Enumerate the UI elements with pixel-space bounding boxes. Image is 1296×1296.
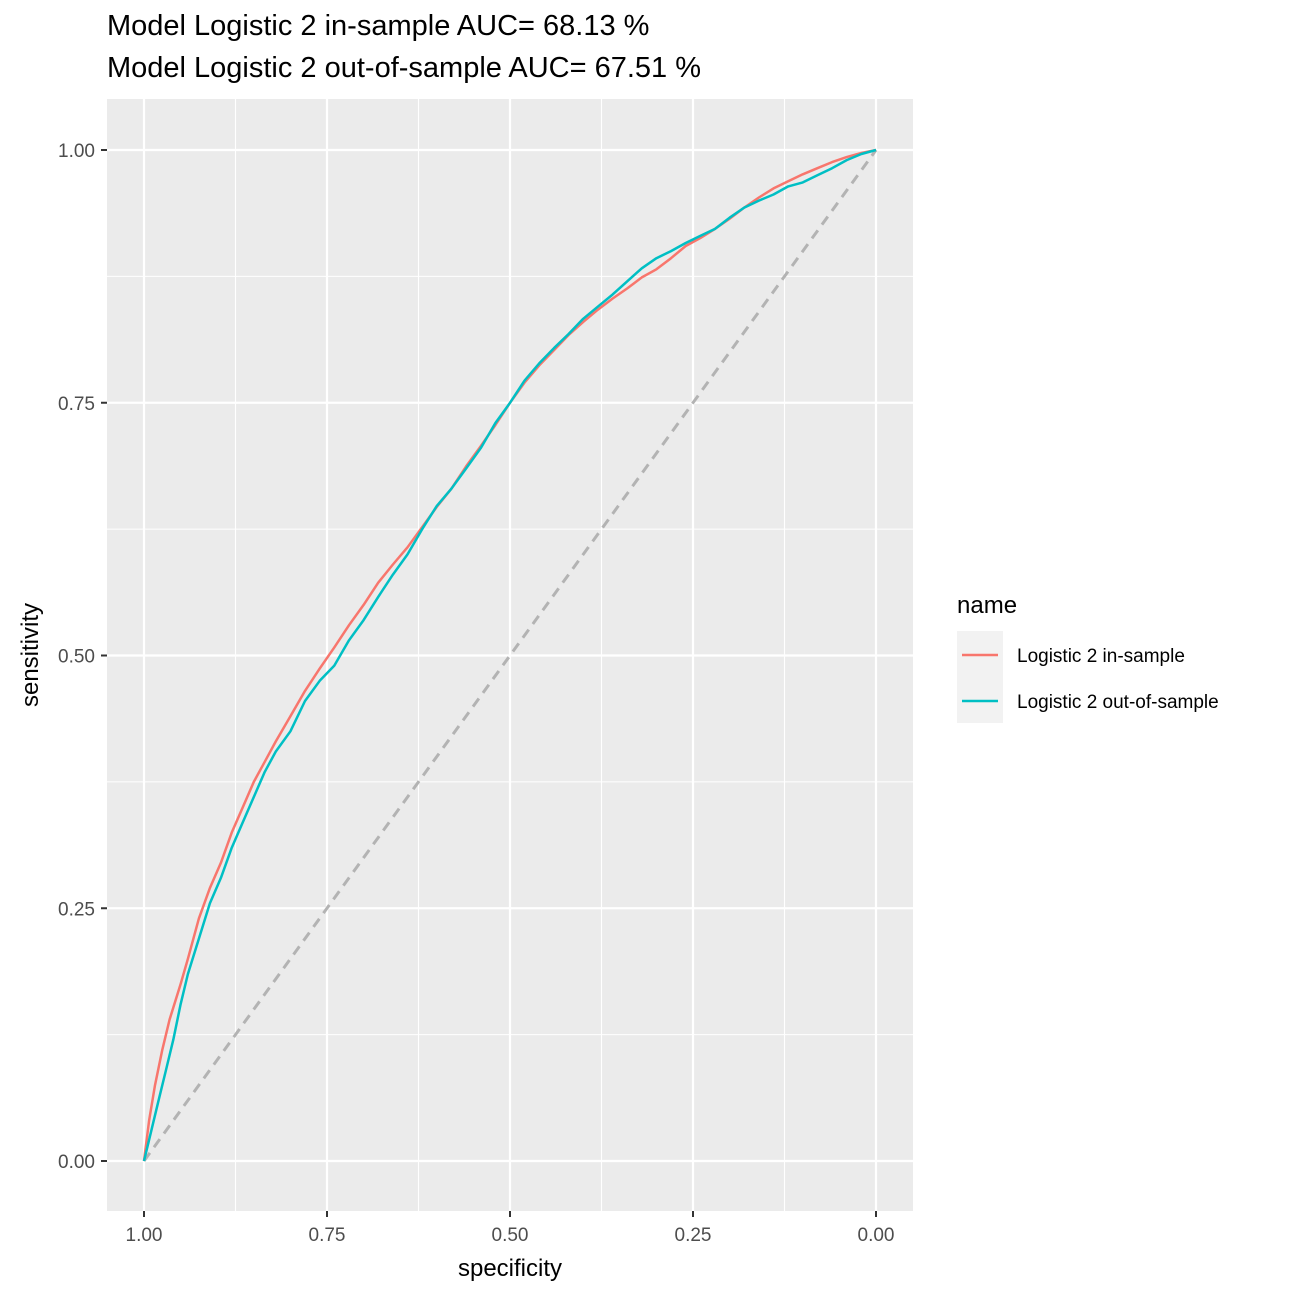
y-axis-title: sensitivity [17,603,44,707]
legend: name Logistic 2 in-sample Logistic 2 out… [957,592,1219,723]
y-tick-label: 0.50 [58,647,95,668]
major-grid [107,99,913,1211]
x-tick-label: 1.00 [126,1225,163,1246]
legend-title: name [957,592,1017,619]
x-axis: 1.00 0.75 0.50 0.25 0.00 [126,1211,895,1246]
x-tick-label: 0.50 [492,1225,529,1246]
series-line-out-of-sample [142,148,877,1162]
reference-diagonal [142,149,878,1162]
y-tick-label: 1.00 [58,141,95,162]
x-tick-label: 0.25 [675,1225,712,1246]
x-tick-label: 0.00 [858,1225,895,1246]
y-axis: 0.00 0.25 0.50 0.75 1.00 [58,141,107,1173]
y-tick-label: 0.00 [58,1152,95,1173]
chart-subtitle: Model Logistic 2 out-of-sample AUC= 67.5… [107,52,701,84]
y-tick-label: 0.25 [58,899,95,920]
legend-label-out-of-sample: Logistic 2 out-of-sample [1017,692,1219,713]
y-tick-label: 0.75 [58,394,95,415]
x-axis-title: specificity [458,1255,562,1282]
legend-label-in-sample: Logistic 2 in-sample [1017,646,1185,667]
chart-title: Model Logistic 2 in-sample AUC= 68.13 % [107,10,649,42]
reference-diagonal-line [142,149,878,1162]
x-tick-label: 0.75 [309,1225,346,1246]
legend-key-background [957,631,1003,723]
series-lines [142,148,877,1162]
